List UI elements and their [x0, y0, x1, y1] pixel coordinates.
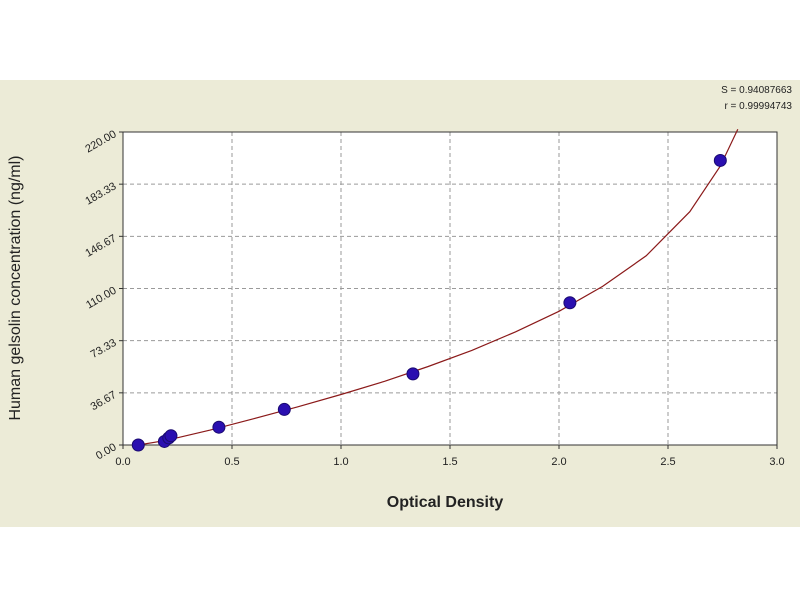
x-tick-label: 2.0 [551, 456, 566, 468]
x-tick-label: 0.5 [224, 456, 239, 468]
x-tick-label: 1.0 [333, 456, 348, 468]
data-point [164, 429, 178, 443]
y-tick-label: 36.67 [89, 389, 119, 413]
plot-border [122, 131, 778, 446]
stat-s-value: S = 0.94087663 [721, 85, 792, 96]
x-axis-label: Optical Density [386, 494, 504, 511]
y-axis-label: Human gelsolin concentration (ng/ml) [7, 155, 24, 421]
y-tick-label: 73.33 [89, 337, 119, 361]
data-point [277, 402, 291, 416]
fit-curve [138, 128, 739, 445]
chart-svg: 0.0 0.5 1.0 1.5 2.0 2.5 3.00.0036.6773.33110.0… [83, 128, 784, 468]
data-point [406, 367, 420, 381]
y-tick-label: 146.67 [83, 233, 118, 260]
stat-r-value: r = 0.99994743 [724, 101, 792, 112]
data-point [212, 420, 226, 434]
data-point [131, 438, 145, 452]
x-tick-label: 0.0 [115, 456, 130, 468]
x-tick-label: 3.0 [769, 456, 784, 468]
y-tick-label: 220.00 [83, 128, 118, 155]
y-tick-label: 183.33 [83, 180, 118, 207]
y-tick-label: 110.00 [84, 285, 118, 312]
chart-panel: 0.0 0.5 1.0 1.5 2.0 2.5 3.0 0.00 36.67 73.33 110.0… [0, 80, 800, 527]
data-point [563, 296, 577, 310]
x-tick-label: 1.5 [442, 456, 457, 468]
data-point [713, 153, 727, 167]
x-tick-label: 2.5 [660, 456, 675, 468]
